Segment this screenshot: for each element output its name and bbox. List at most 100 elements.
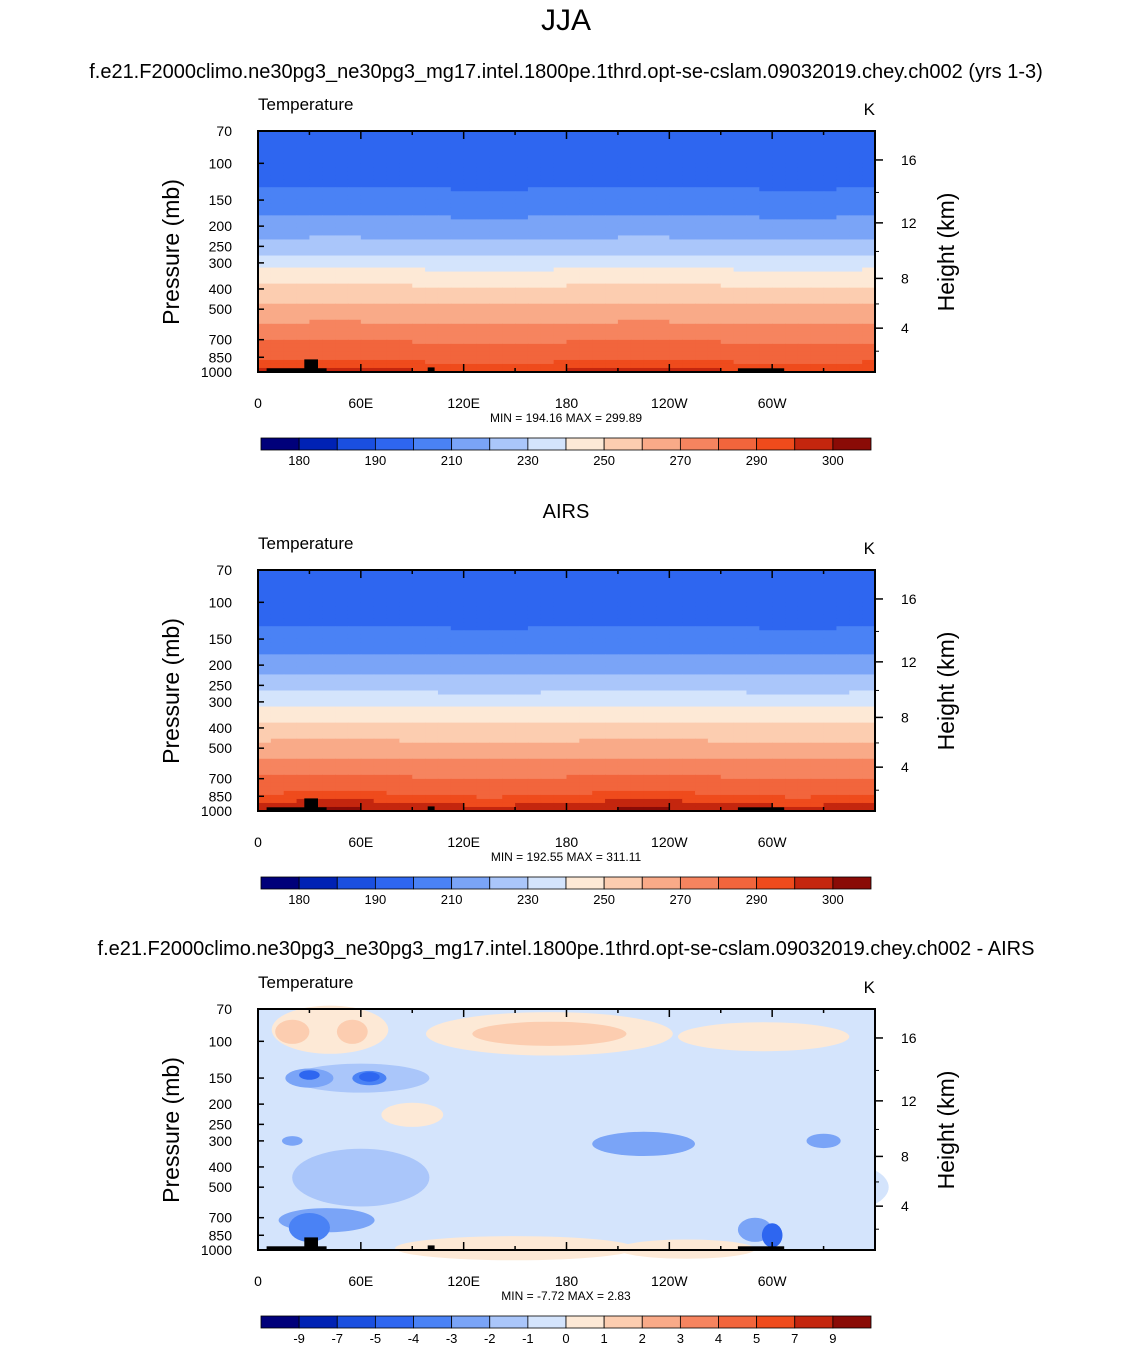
field-cell [849, 272, 862, 277]
field-cell [297, 686, 310, 691]
field-cell [618, 320, 631, 325]
field-cell [412, 723, 425, 728]
field-cell [399, 256, 412, 261]
field-cell [746, 280, 759, 285]
field-cell [477, 276, 490, 281]
field-cell [798, 332, 811, 337]
field-cell [361, 344, 374, 349]
field-cell [836, 695, 849, 700]
field-cell [387, 711, 400, 716]
field-cell [798, 235, 811, 240]
field-cell [862, 686, 875, 691]
field-cell [297, 239, 310, 244]
field-cell [836, 618, 849, 623]
field-cell [464, 183, 477, 188]
field-cell [811, 175, 824, 180]
field-cell [644, 678, 657, 683]
field-cell [811, 658, 824, 663]
field-cell [464, 179, 477, 184]
field-cell [682, 662, 695, 667]
field-cell [618, 715, 631, 720]
colorbar-label: 270 [670, 453, 692, 468]
field-cell [387, 352, 400, 357]
field-cell [579, 594, 592, 599]
field-cell [451, 686, 464, 691]
field-cell [412, 276, 425, 281]
field-cell [695, 731, 708, 736]
field-cell [785, 590, 798, 595]
field-cell [438, 247, 451, 252]
field-cell [477, 682, 490, 687]
field-cell [785, 219, 798, 224]
field-cell [695, 642, 708, 647]
colorbar-swatch [528, 438, 566, 450]
field-cell [374, 155, 387, 160]
field-cell [759, 223, 772, 228]
field-cell [258, 586, 271, 591]
field-cell [399, 348, 412, 353]
field-cell [438, 296, 451, 301]
field-cell [374, 312, 387, 317]
field-cell [271, 586, 284, 591]
field-cell [785, 686, 798, 691]
field-cell [528, 582, 541, 587]
field-cell [772, 151, 785, 156]
field-cell [412, 235, 425, 240]
field-cell [309, 598, 322, 603]
field-cell [387, 731, 400, 736]
field-cell [644, 308, 657, 313]
field-cell [567, 691, 580, 696]
field-cell [528, 276, 541, 281]
field-cell [335, 719, 348, 724]
field-cell [759, 731, 772, 736]
field-cell [695, 686, 708, 691]
field-cell [605, 292, 618, 297]
field-cell [477, 699, 490, 704]
field-cell [682, 642, 695, 647]
field-cell [824, 678, 837, 683]
field-cell [451, 340, 464, 345]
field-cell [836, 268, 849, 273]
field-cell [656, 211, 669, 216]
field-cell [271, 578, 284, 583]
field-cell [772, 143, 785, 148]
field-cell [515, 155, 528, 160]
field-cell [399, 674, 412, 679]
field-cell [284, 167, 297, 172]
field-cell [502, 670, 515, 675]
field-cell [361, 707, 374, 712]
field-cell [785, 151, 798, 156]
field-cell [489, 179, 502, 184]
field-cell [772, 344, 785, 349]
field-cell [605, 654, 618, 659]
field-cell [297, 207, 310, 212]
field-cell [669, 578, 682, 583]
field-cell [348, 630, 361, 635]
field-cell [528, 280, 541, 285]
field-cell [618, 296, 631, 301]
field-cell [772, 312, 785, 317]
field-cell [605, 332, 618, 337]
field-cell [605, 715, 618, 720]
field-cell [708, 711, 721, 716]
field-cell [451, 247, 464, 252]
field-cell [708, 642, 721, 647]
field-cell [374, 352, 387, 357]
field-cell [309, 179, 322, 184]
field-cell [284, 199, 297, 204]
field-cell [567, 247, 580, 252]
field-cell [322, 276, 335, 281]
field-cell [567, 638, 580, 643]
field-cell [644, 695, 657, 700]
field-cell [695, 276, 708, 281]
field-cell [489, 332, 502, 337]
field-cell [798, 135, 811, 140]
field-cell [618, 678, 631, 683]
field-cell [399, 187, 412, 192]
field-cell [824, 578, 837, 583]
field-cell [708, 312, 721, 317]
field-cell [309, 578, 322, 583]
field-cell [631, 344, 644, 349]
field-cell [631, 707, 644, 712]
field-cell [811, 179, 824, 184]
